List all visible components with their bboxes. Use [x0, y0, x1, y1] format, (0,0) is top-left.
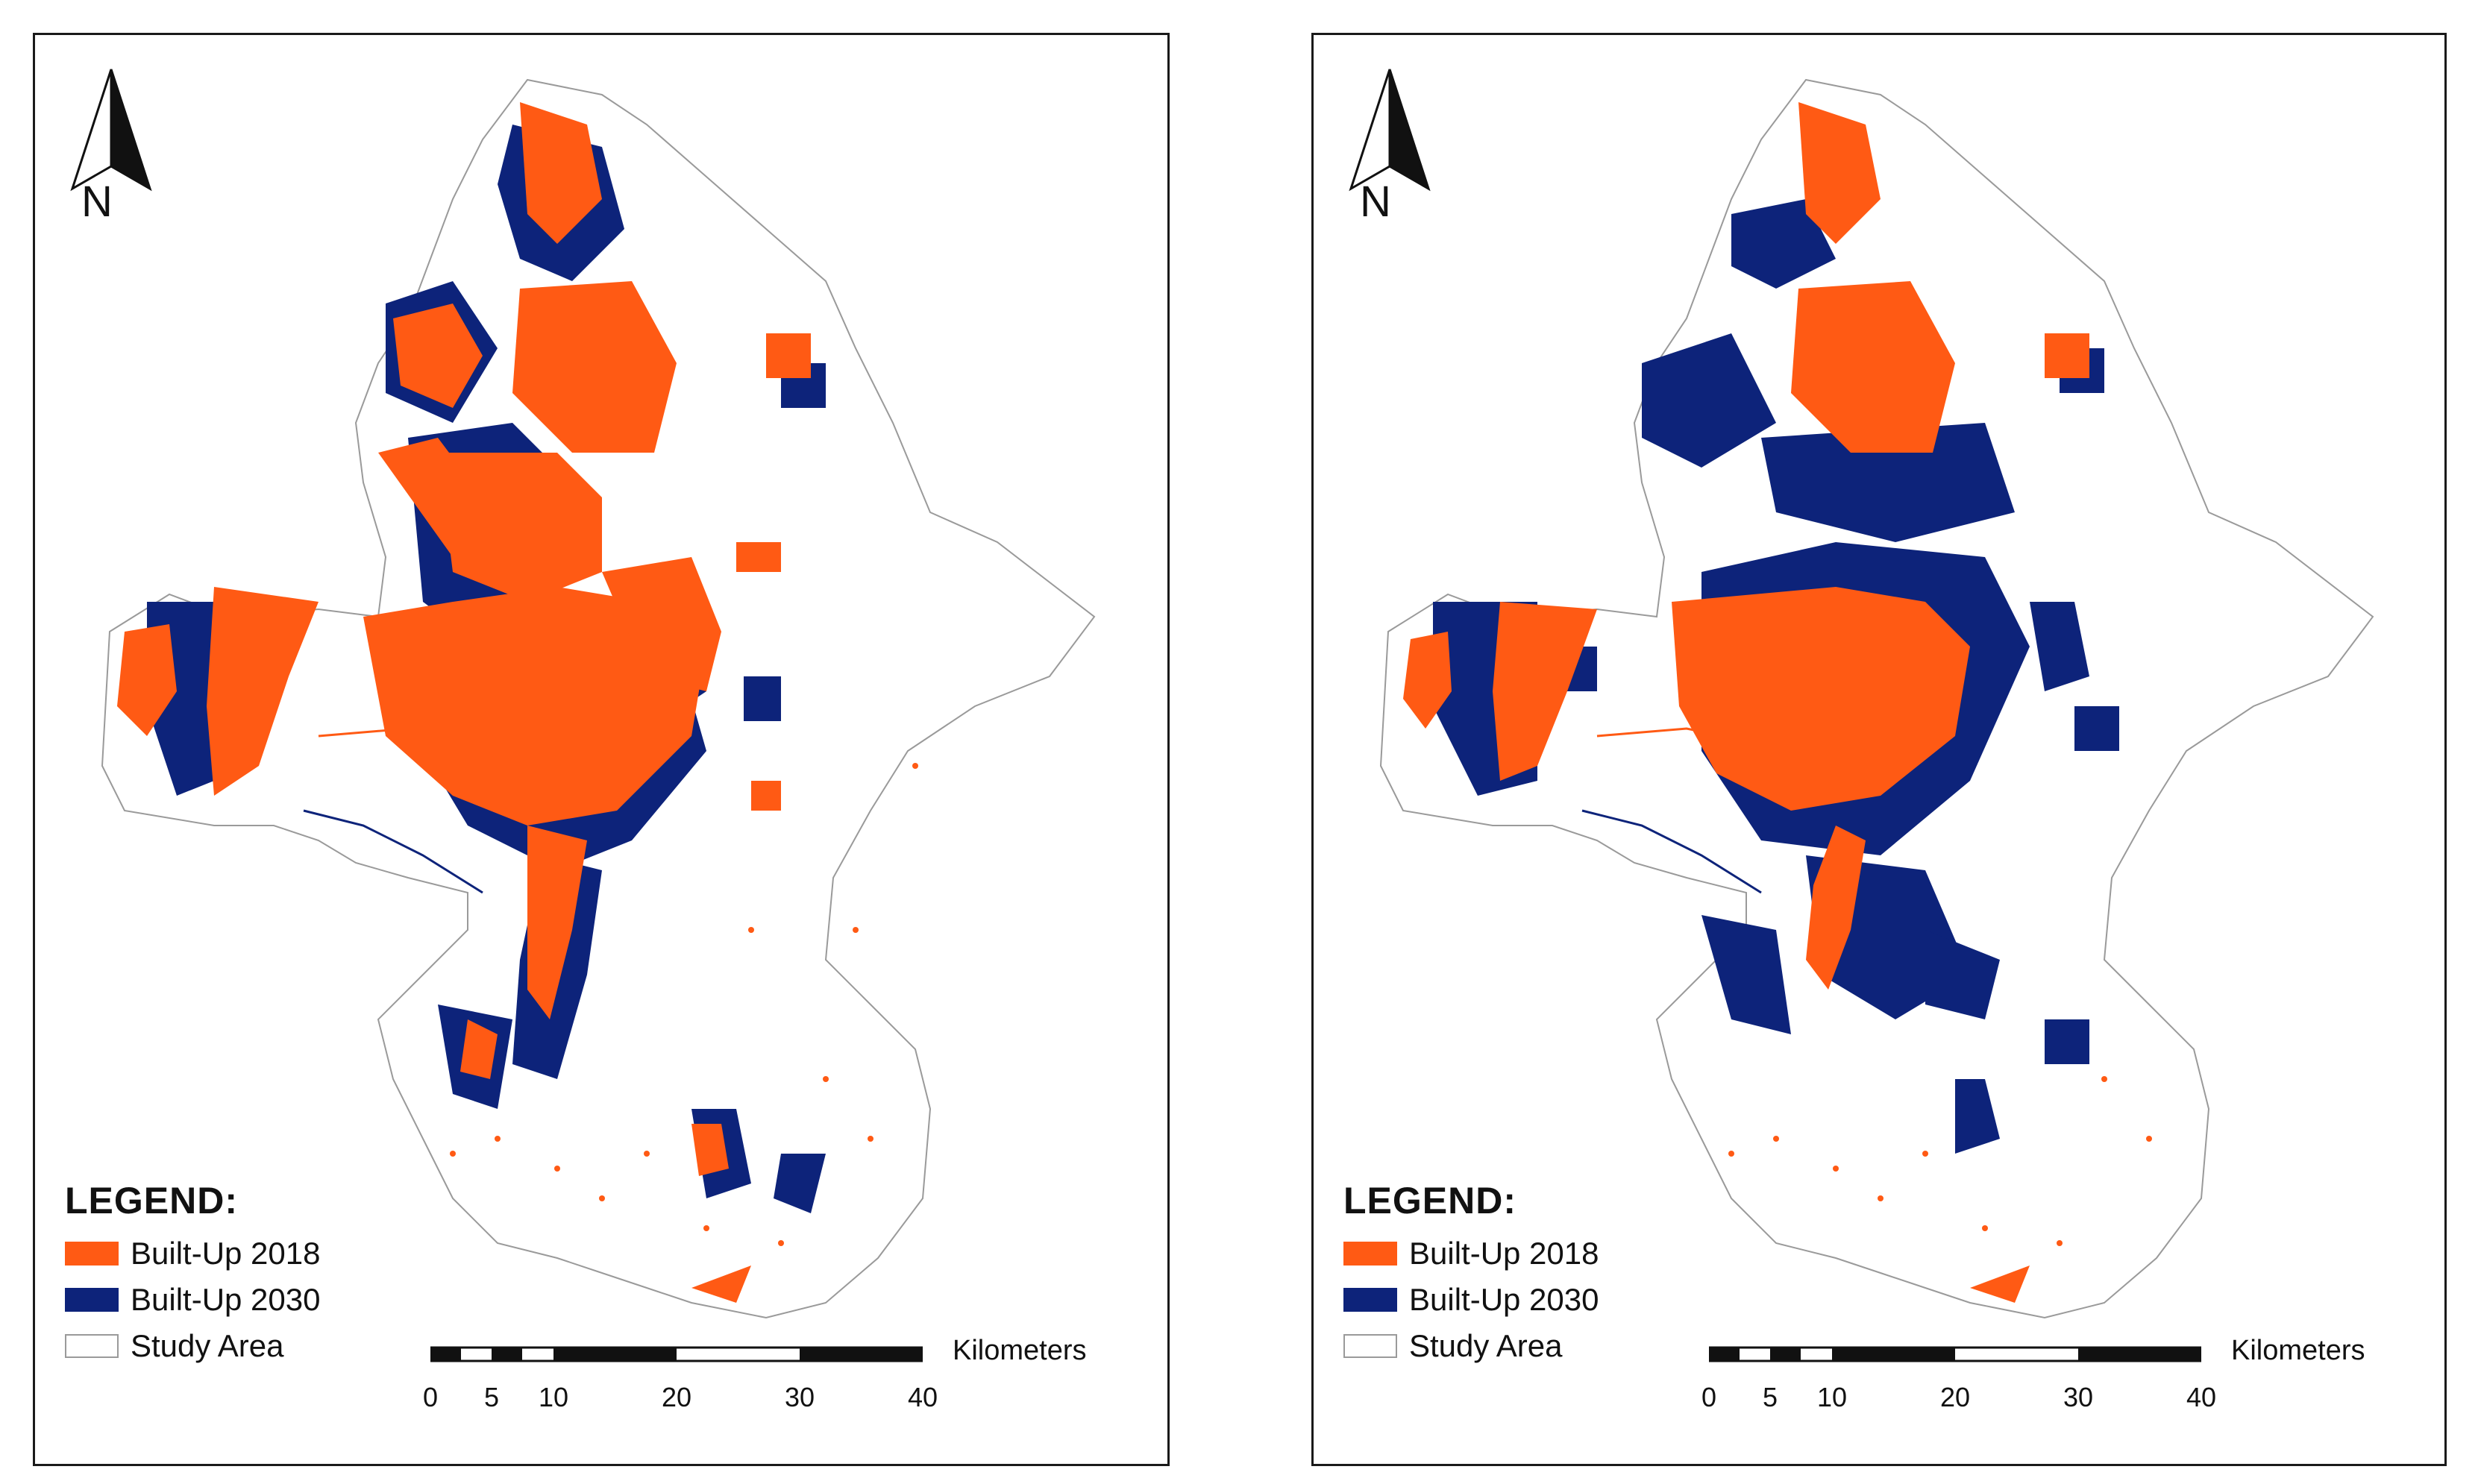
legend-item-built-up-2018: Built-Up 2018 [1343, 1236, 1599, 1271]
legend: LEGEND: Built-Up 2018 Built-Up 2030 Stud… [1343, 1179, 1599, 1374]
legend-label: Built-Up 2030 [1409, 1282, 1599, 1317]
study-area-map [1379, 78, 2374, 1319]
scale-tick: 20 [1939, 1382, 1971, 1412]
swatch-2018 [65, 1242, 119, 1266]
scale-tick: 5 [1762, 1382, 1778, 1412]
legend-title: LEGEND: [65, 1180, 238, 1222]
scale-tick: 20 [661, 1382, 692, 1412]
legend-title: LEGEND: [1343, 1180, 1516, 1222]
scale-tick: 40 [2186, 1382, 2217, 1412]
north-label: N [1360, 177, 1391, 226]
legend-label: Study Area [1409, 1328, 1563, 1363]
built-up-2018-layer [117, 102, 811, 1303]
legend: LEGEND: Built-Up 2018 Built-Up 2030 Stud… [65, 1179, 320, 1374]
settlement-dots [1728, 1076, 2152, 1246]
map-panel-right: N LEGEND: Built-Up 2018 Built-Up 2030 St… [1311, 33, 2447, 1466]
swatch-2030 [1343, 1288, 1397, 1312]
scale-tick: 40 [907, 1382, 938, 1412]
legend-label: Built-Up 2030 [131, 1282, 321, 1317]
swatch-study-area [1343, 1334, 1397, 1358]
map-panel-left: N LEGEND: Built-Up 2018 Built-Up 2030 St… [33, 33, 1170, 1466]
swatch-2018 [1343, 1242, 1397, 1266]
scale-tick: 10 [1816, 1382, 1848, 1412]
legend-label: Built-Up 2018 [1409, 1236, 1599, 1271]
legend-item-built-up-2030: Built-Up 2030 [1343, 1282, 1599, 1318]
scale-bar [430, 1346, 923, 1362]
built-up-2018-layer [1403, 102, 2089, 1303]
scale-tick: 0 [422, 1382, 439, 1412]
legend-item-built-up-2030: Built-Up 2030 [65, 1282, 320, 1318]
legend-item-built-up-2018: Built-Up 2018 [65, 1236, 320, 1271]
legend-item-study-area: Study Area [1343, 1328, 1599, 1364]
scale-tick: 30 [2063, 1382, 2094, 1412]
scale-tick: 5 [483, 1382, 500, 1412]
north-arrow-icon [1349, 69, 1431, 192]
scale-unit-label: Kilometers [953, 1335, 1087, 1366]
legend-label: Built-Up 2018 [131, 1236, 321, 1271]
swatch-study-area [65, 1334, 119, 1358]
scale-bar [1709, 1346, 2201, 1362]
settlement-dots [450, 763, 918, 1246]
scale-tick: 0 [1701, 1382, 1717, 1412]
scale-unit-label: Kilometers [2231, 1335, 2365, 1366]
river-line-2 [303, 809, 483, 894]
swatch-2030 [65, 1288, 119, 1312]
scale-tick: 10 [538, 1382, 569, 1412]
study-area-map [101, 78, 1096, 1319]
scale-tick: 30 [784, 1382, 815, 1412]
north-label: N [81, 177, 113, 226]
river-line-2 [1581, 809, 1762, 894]
legend-item-study-area: Study Area [65, 1328, 320, 1364]
north-arrow-icon [70, 69, 152, 192]
legend-label: Study Area [131, 1328, 284, 1363]
